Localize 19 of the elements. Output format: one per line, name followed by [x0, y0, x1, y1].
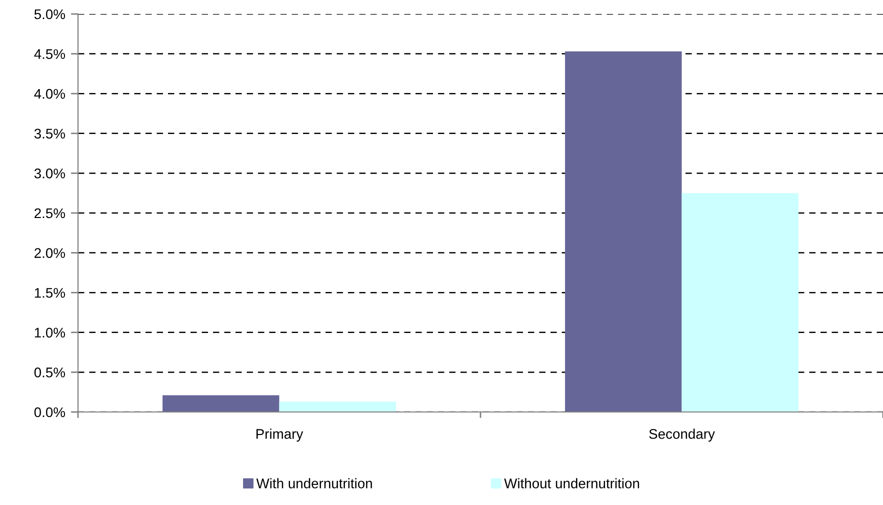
bar — [279, 402, 396, 412]
y-tick-label: 1.0% — [34, 328, 66, 338]
legend-label: With undernutrition — [256, 478, 372, 488]
y-tick-label: 1.5% — [34, 288, 66, 298]
y-tick-label: 3.5% — [34, 128, 66, 139]
y-tick-label: 4.0% — [34, 88, 66, 99]
legend-label: Without undernutrition — [504, 478, 640, 488]
bar — [682, 193, 798, 412]
x-tick-label: Primary — [256, 428, 304, 442]
bar — [565, 51, 682, 412]
bar — [162, 395, 280, 412]
y-tick-label: 0.0% — [34, 407, 66, 418]
y-tick-label: 2.5% — [34, 208, 66, 218]
y-tick-label: 4.5% — [34, 49, 66, 59]
y-tick-label: 2.0% — [34, 248, 66, 258]
y-tick-label: 0.5% — [34, 368, 66, 378]
y-tick-label: 3.0% — [34, 168, 66, 178]
y-tick-label: 5.0% — [34, 9, 66, 20]
x-tick-label: Secondary — [649, 428, 715, 442]
